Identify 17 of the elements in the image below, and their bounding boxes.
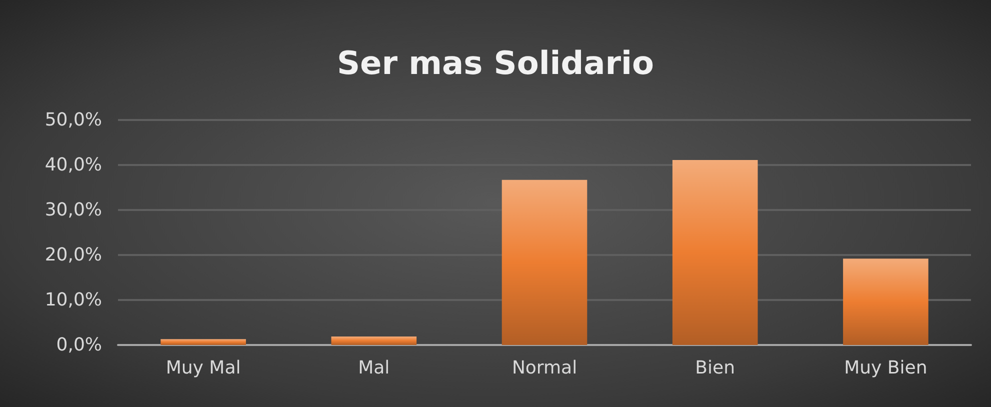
bar	[672, 160, 758, 345]
y-tick-label: 0,0%	[56, 334, 102, 356]
y-tick-label: 50,0%	[44, 110, 102, 130]
y-tick-label: 40,0%	[44, 154, 102, 176]
y-tick-label: 10,0%	[44, 290, 102, 310]
bar	[843, 258, 928, 345]
x-tick-label: Mal	[358, 358, 390, 378]
bar	[502, 180, 588, 345]
chart-title: Ser mas Solidario	[337, 44, 654, 82]
y-tick-label: 20,0%	[44, 244, 102, 266]
bar	[331, 336, 417, 345]
x-tick-label: Bien	[695, 358, 736, 378]
x-tick-label: Normal	[512, 358, 578, 378]
bar	[160, 339, 246, 345]
x-tick-label: Muy Mal	[166, 358, 241, 378]
y-tick-label: 30,0%	[44, 200, 102, 220]
x-tick-label: Muy Bien	[844, 358, 928, 378]
